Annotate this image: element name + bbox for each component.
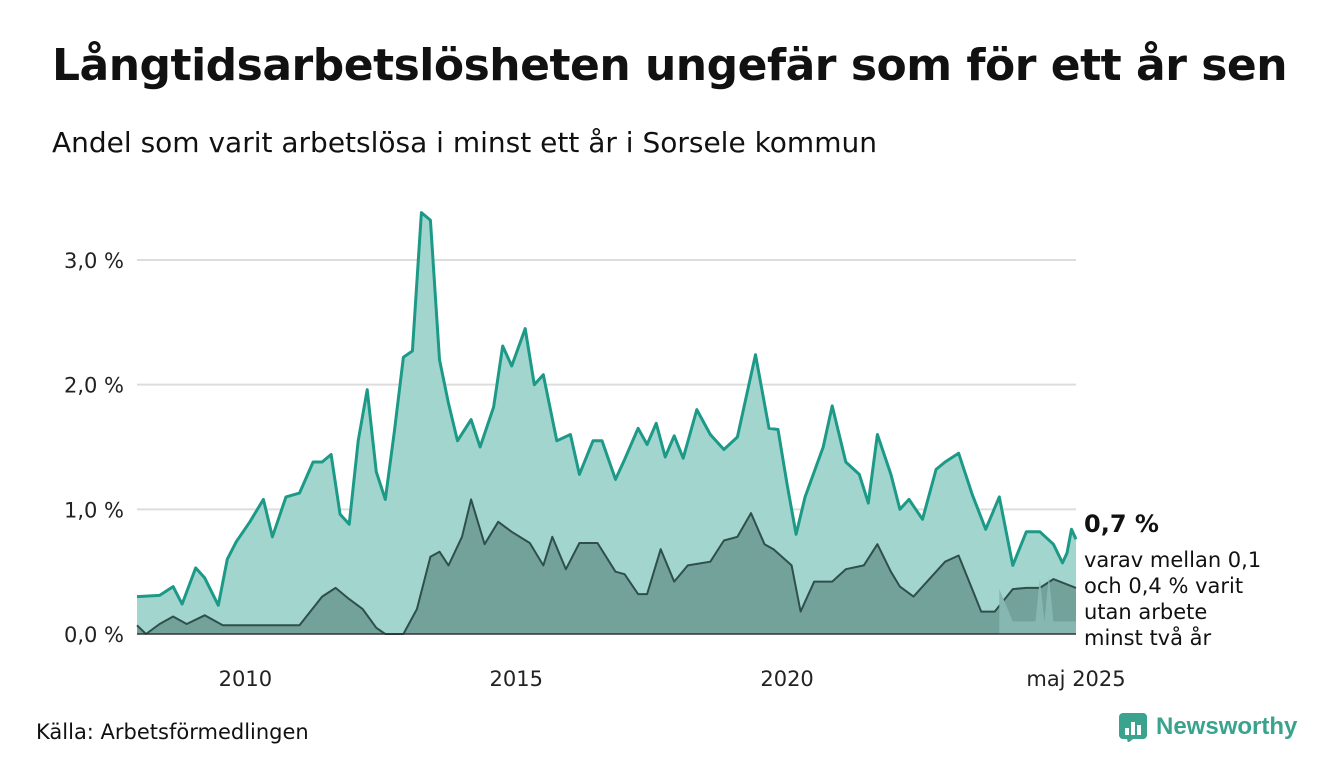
x-tick-label: 2020 [760,667,813,691]
end-value-label: 0,7 % [1084,510,1159,538]
x-tick-label: 2015 [489,667,542,691]
series-two-years-line [136,498,1077,635]
end-note-line: och 0,4 % varit [1084,574,1243,598]
chart-canvas: 0,0 % 1,0 % 2,0 % 3,0 % 2010 2015 2020 maj 2025… [64,211,1261,691]
brand-name: Newsworthy [1156,713,1298,740]
series-two-years-area [137,499,1076,634]
end-note-line: varav mellan 0,1 [1084,548,1261,572]
x-tick-label: 2010 [219,667,272,691]
y-tick-label: 0,0 % [64,623,124,647]
y-tick-label: 3,0 % [64,249,124,273]
newsworthy-chart-icon [1119,713,1147,742]
series-total-line [136,211,1078,607]
source-note: Källa: Arbetsförmedlingen [36,720,309,744]
chart-title: Långtidsarbetslösheten ungefär som för e… [52,40,1288,91]
y-tick-label: 1,0 % [64,498,124,522]
x-tick-label: maj 2025 [1026,667,1125,691]
series-detail-area [999,576,1076,634]
chart-subtitle: Andel som varit arbetslösa i minst ett å… [52,126,877,159]
end-note-line: minst två år [1084,625,1212,650]
series-layer [136,211,1078,635]
y-tick-label: 2,0 % [64,374,124,398]
brand-logo[interactable]: Newsworthy [1118,712,1297,742]
axis-layer: 0,0 % 1,0 % 2,0 % 3,0 % 2010 2015 2020 maj 2025 [64,249,1126,691]
series-total-area [137,212,1076,634]
end-note-line: utan arbete [1084,600,1207,624]
